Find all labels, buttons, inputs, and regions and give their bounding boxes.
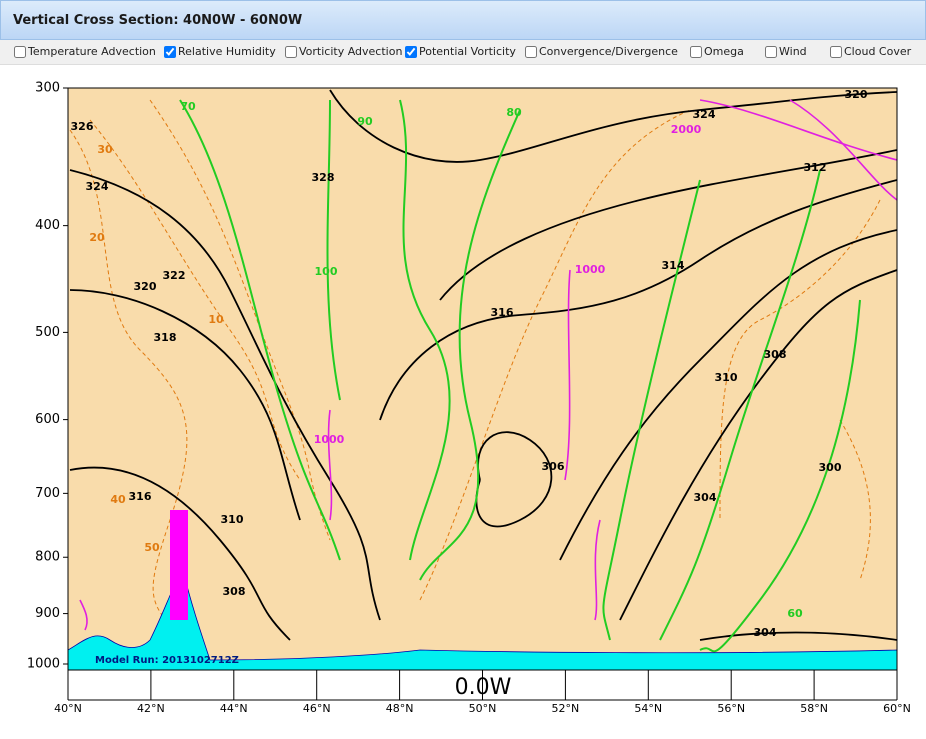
checkbox-option[interactable]: Omega bbox=[690, 45, 744, 58]
contour-label: 50 bbox=[144, 541, 160, 554]
checkbox[interactable] bbox=[285, 45, 297, 58]
checkbox-option[interactable]: Relative Humidity bbox=[164, 45, 276, 58]
contour-label: 60 bbox=[787, 607, 803, 620]
x-tick-label: 40°N bbox=[54, 702, 82, 715]
contour-label: 304 bbox=[694, 491, 717, 504]
y-tick-label: 800 bbox=[35, 550, 60, 565]
checkbox[interactable] bbox=[14, 45, 26, 58]
contour-label: 20 bbox=[89, 231, 105, 244]
checkbox-option[interactable]: Convergence/Divergence bbox=[525, 45, 678, 58]
contour-label: 306 bbox=[542, 460, 565, 473]
contour-label: 316 bbox=[129, 490, 152, 503]
options-bar: Temperature Advection Relative Humidity Vo… bbox=[0, 40, 926, 65]
checkbox-label: Cloud Cover bbox=[844, 45, 912, 58]
contour-label: 30 bbox=[97, 143, 113, 156]
title-bar: Vertical Cross Section: 40N0W - 60N0W bbox=[0, 0, 926, 40]
checkbox-label: Relative Humidity bbox=[178, 45, 276, 58]
x-tick-label: 60°N bbox=[883, 702, 911, 715]
checkbox-label: Wind bbox=[779, 45, 807, 58]
y-tick-label: 300 bbox=[35, 81, 60, 96]
checkbox-option[interactable]: Vorticity Advection bbox=[285, 45, 402, 58]
contour-label: 310 bbox=[715, 371, 738, 384]
contour-label: 1000 bbox=[314, 433, 345, 446]
checkbox[interactable] bbox=[690, 45, 702, 58]
contour-label: 40 bbox=[110, 493, 126, 506]
checkbox-option[interactable]: Wind bbox=[765, 45, 807, 58]
x-tick-label: 44°N bbox=[220, 702, 248, 715]
contour-label: 90 bbox=[357, 115, 373, 128]
contour-label: 314 bbox=[662, 259, 685, 272]
contour-label: 100 bbox=[315, 265, 338, 278]
contour-label: 80 bbox=[506, 106, 522, 119]
contour-label: 304 bbox=[754, 626, 777, 639]
y-tick-label: 500 bbox=[35, 325, 60, 340]
x-tick-label: 58°N bbox=[800, 702, 828, 715]
checkbox-label: Omega bbox=[704, 45, 744, 58]
contour-label: 312 bbox=[804, 161, 827, 174]
x-axis-title: 0.0W bbox=[455, 675, 512, 700]
checkbox[interactable] bbox=[405, 45, 417, 58]
pv-max bbox=[170, 510, 188, 620]
checkbox[interactable] bbox=[830, 45, 842, 58]
terrain bbox=[68, 569, 897, 670]
model-run: Model Run: 2013102712Z bbox=[95, 655, 239, 666]
x-tick-label: 54°N bbox=[634, 702, 662, 715]
checkbox[interactable] bbox=[765, 45, 777, 58]
checkbox-label: Convergence/Divergence bbox=[539, 45, 678, 58]
y-tick-label: 600 bbox=[35, 412, 60, 427]
y-tick-label: 900 bbox=[35, 606, 60, 621]
contour-label: 324 bbox=[693, 108, 716, 121]
contour-label: 310 bbox=[221, 513, 244, 526]
checkbox-option[interactable]: Temperature Advection bbox=[14, 45, 156, 58]
y-tick-label: 400 bbox=[35, 218, 60, 233]
contour-label: 10 bbox=[208, 313, 224, 326]
contour-label: 320 bbox=[134, 280, 157, 293]
checkbox-option[interactable]: Potential Vorticity bbox=[405, 45, 516, 58]
checkbox-option[interactable]: Cloud Cover bbox=[830, 45, 911, 58]
x-tick-label: 50°N bbox=[469, 702, 497, 715]
contour-label: 316 bbox=[491, 306, 514, 319]
contour-label: 324 bbox=[86, 180, 109, 193]
x-tick-label: 42°N bbox=[137, 702, 165, 715]
contour-label: 300 bbox=[819, 461, 842, 474]
checkbox[interactable] bbox=[525, 45, 537, 58]
x-tick-label: 46°N bbox=[303, 702, 331, 715]
checkbox-label: Temperature Advection bbox=[28, 45, 156, 58]
contour-label: 308 bbox=[764, 348, 787, 361]
contour-label: 326 bbox=[71, 120, 94, 133]
x-tick-label: 52°N bbox=[552, 702, 580, 715]
checkbox-label: Potential Vorticity bbox=[419, 45, 516, 58]
x-tick-label: 56°N bbox=[717, 702, 745, 715]
contour-label: 1000 bbox=[575, 263, 606, 276]
contour-label: 308 bbox=[223, 585, 246, 598]
contour-label: 320 bbox=[845, 88, 868, 101]
contour-label: 70 bbox=[180, 100, 196, 113]
y-tick-label: 700 bbox=[35, 486, 60, 501]
checkbox[interactable] bbox=[164, 45, 176, 58]
contour-label: 328 bbox=[312, 171, 335, 184]
checkbox-label: Vorticity Advection bbox=[299, 45, 403, 58]
y-tick-label: 1000 bbox=[27, 657, 60, 672]
x-tick-label: 48°N bbox=[386, 702, 414, 715]
contours bbox=[68, 89, 897, 670]
contour-label: 2000 bbox=[671, 123, 702, 136]
contour-label: 322 bbox=[163, 269, 186, 282]
contour-label: 318 bbox=[154, 331, 177, 344]
title: Vertical Cross Section: 40N0W - 60N0W bbox=[13, 13, 303, 28]
plot-background bbox=[68, 88, 897, 670]
